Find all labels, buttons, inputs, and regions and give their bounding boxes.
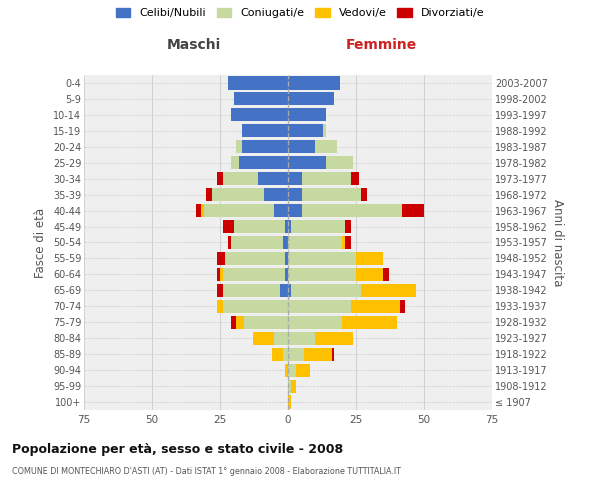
Bar [283, 348, 288, 360]
Text: Femmine: Femmine [346, 38, 418, 52]
Bar [356, 252, 383, 265]
Bar [228, 76, 288, 90]
Bar [288, 252, 356, 265]
Bar [315, 332, 353, 345]
Bar [350, 300, 400, 313]
Bar [201, 204, 203, 217]
Bar [280, 284, 288, 297]
Bar [196, 204, 201, 217]
Bar [288, 140, 315, 153]
Bar [291, 220, 345, 233]
Y-axis label: Anni di nascita: Anni di nascita [551, 199, 565, 286]
Bar [285, 364, 288, 376]
Bar [288, 348, 304, 360]
Bar [223, 268, 285, 281]
Bar [223, 172, 258, 185]
Bar [242, 124, 288, 138]
Bar [291, 380, 296, 392]
Bar [244, 316, 288, 329]
Bar [343, 316, 397, 329]
Bar [383, 268, 389, 281]
Bar [332, 348, 334, 360]
Bar [288, 364, 296, 376]
Bar [233, 220, 285, 233]
Bar [288, 380, 291, 392]
Bar [226, 252, 285, 265]
Bar [242, 140, 288, 153]
Bar [304, 348, 332, 360]
Bar [217, 268, 220, 281]
Bar [223, 284, 280, 297]
Bar [288, 236, 343, 249]
Bar [343, 236, 345, 249]
Bar [206, 188, 212, 201]
Bar [345, 236, 350, 249]
Bar [288, 92, 334, 106]
Bar [283, 236, 288, 249]
Bar [345, 220, 350, 233]
Bar [302, 204, 402, 217]
Bar [223, 300, 288, 313]
Bar [220, 268, 223, 281]
Bar [236, 316, 244, 329]
Bar [400, 300, 405, 313]
Bar [288, 188, 302, 201]
Bar [288, 124, 323, 138]
Bar [288, 268, 356, 281]
Bar [253, 332, 274, 345]
Bar [263, 188, 288, 201]
Bar [285, 220, 288, 233]
Bar [315, 140, 337, 153]
Bar [356, 268, 383, 281]
Text: Maschi: Maschi [167, 38, 221, 52]
Bar [288, 396, 291, 408]
Bar [326, 156, 353, 170]
Bar [402, 204, 424, 217]
Bar [288, 76, 340, 90]
Bar [217, 300, 223, 313]
Bar [285, 268, 288, 281]
Bar [272, 348, 283, 360]
Bar [258, 172, 288, 185]
Bar [288, 172, 302, 185]
Legend: Celibi/Nubili, Coniugati/e, Vedovi/e, Divorziati/e: Celibi/Nubili, Coniugati/e, Vedovi/e, Di… [113, 6, 487, 20]
Bar [288, 108, 326, 122]
Bar [302, 188, 361, 201]
Bar [236, 140, 242, 153]
Bar [291, 284, 361, 297]
Bar [212, 188, 263, 201]
Bar [228, 236, 231, 249]
Bar [239, 156, 288, 170]
Bar [288, 332, 315, 345]
Y-axis label: Fasce di età: Fasce di età [34, 208, 47, 278]
Bar [203, 204, 274, 217]
Bar [231, 316, 236, 329]
Bar [302, 172, 350, 185]
Bar [217, 284, 223, 297]
Bar [285, 252, 288, 265]
Text: COMUNE DI MONTECHIARO D'ASTI (AT) - Dati ISTAT 1° gennaio 2008 - Elaborazione TU: COMUNE DI MONTECHIARO D'ASTI (AT) - Dati… [12, 468, 401, 476]
Bar [296, 364, 310, 376]
Bar [233, 92, 288, 106]
Bar [361, 284, 416, 297]
Text: Popolazione per età, sesso e stato civile - 2008: Popolazione per età, sesso e stato civil… [12, 442, 343, 456]
Bar [223, 220, 233, 233]
Bar [361, 188, 367, 201]
Bar [288, 220, 291, 233]
Bar [231, 156, 239, 170]
Bar [288, 156, 326, 170]
Bar [323, 124, 326, 138]
Bar [274, 204, 288, 217]
Bar [350, 172, 359, 185]
Bar [217, 252, 226, 265]
Bar [274, 332, 288, 345]
Bar [288, 284, 291, 297]
Bar [217, 172, 223, 185]
Bar [288, 316, 343, 329]
Bar [231, 236, 283, 249]
Bar [231, 108, 288, 122]
Bar [288, 300, 350, 313]
Bar [288, 204, 302, 217]
